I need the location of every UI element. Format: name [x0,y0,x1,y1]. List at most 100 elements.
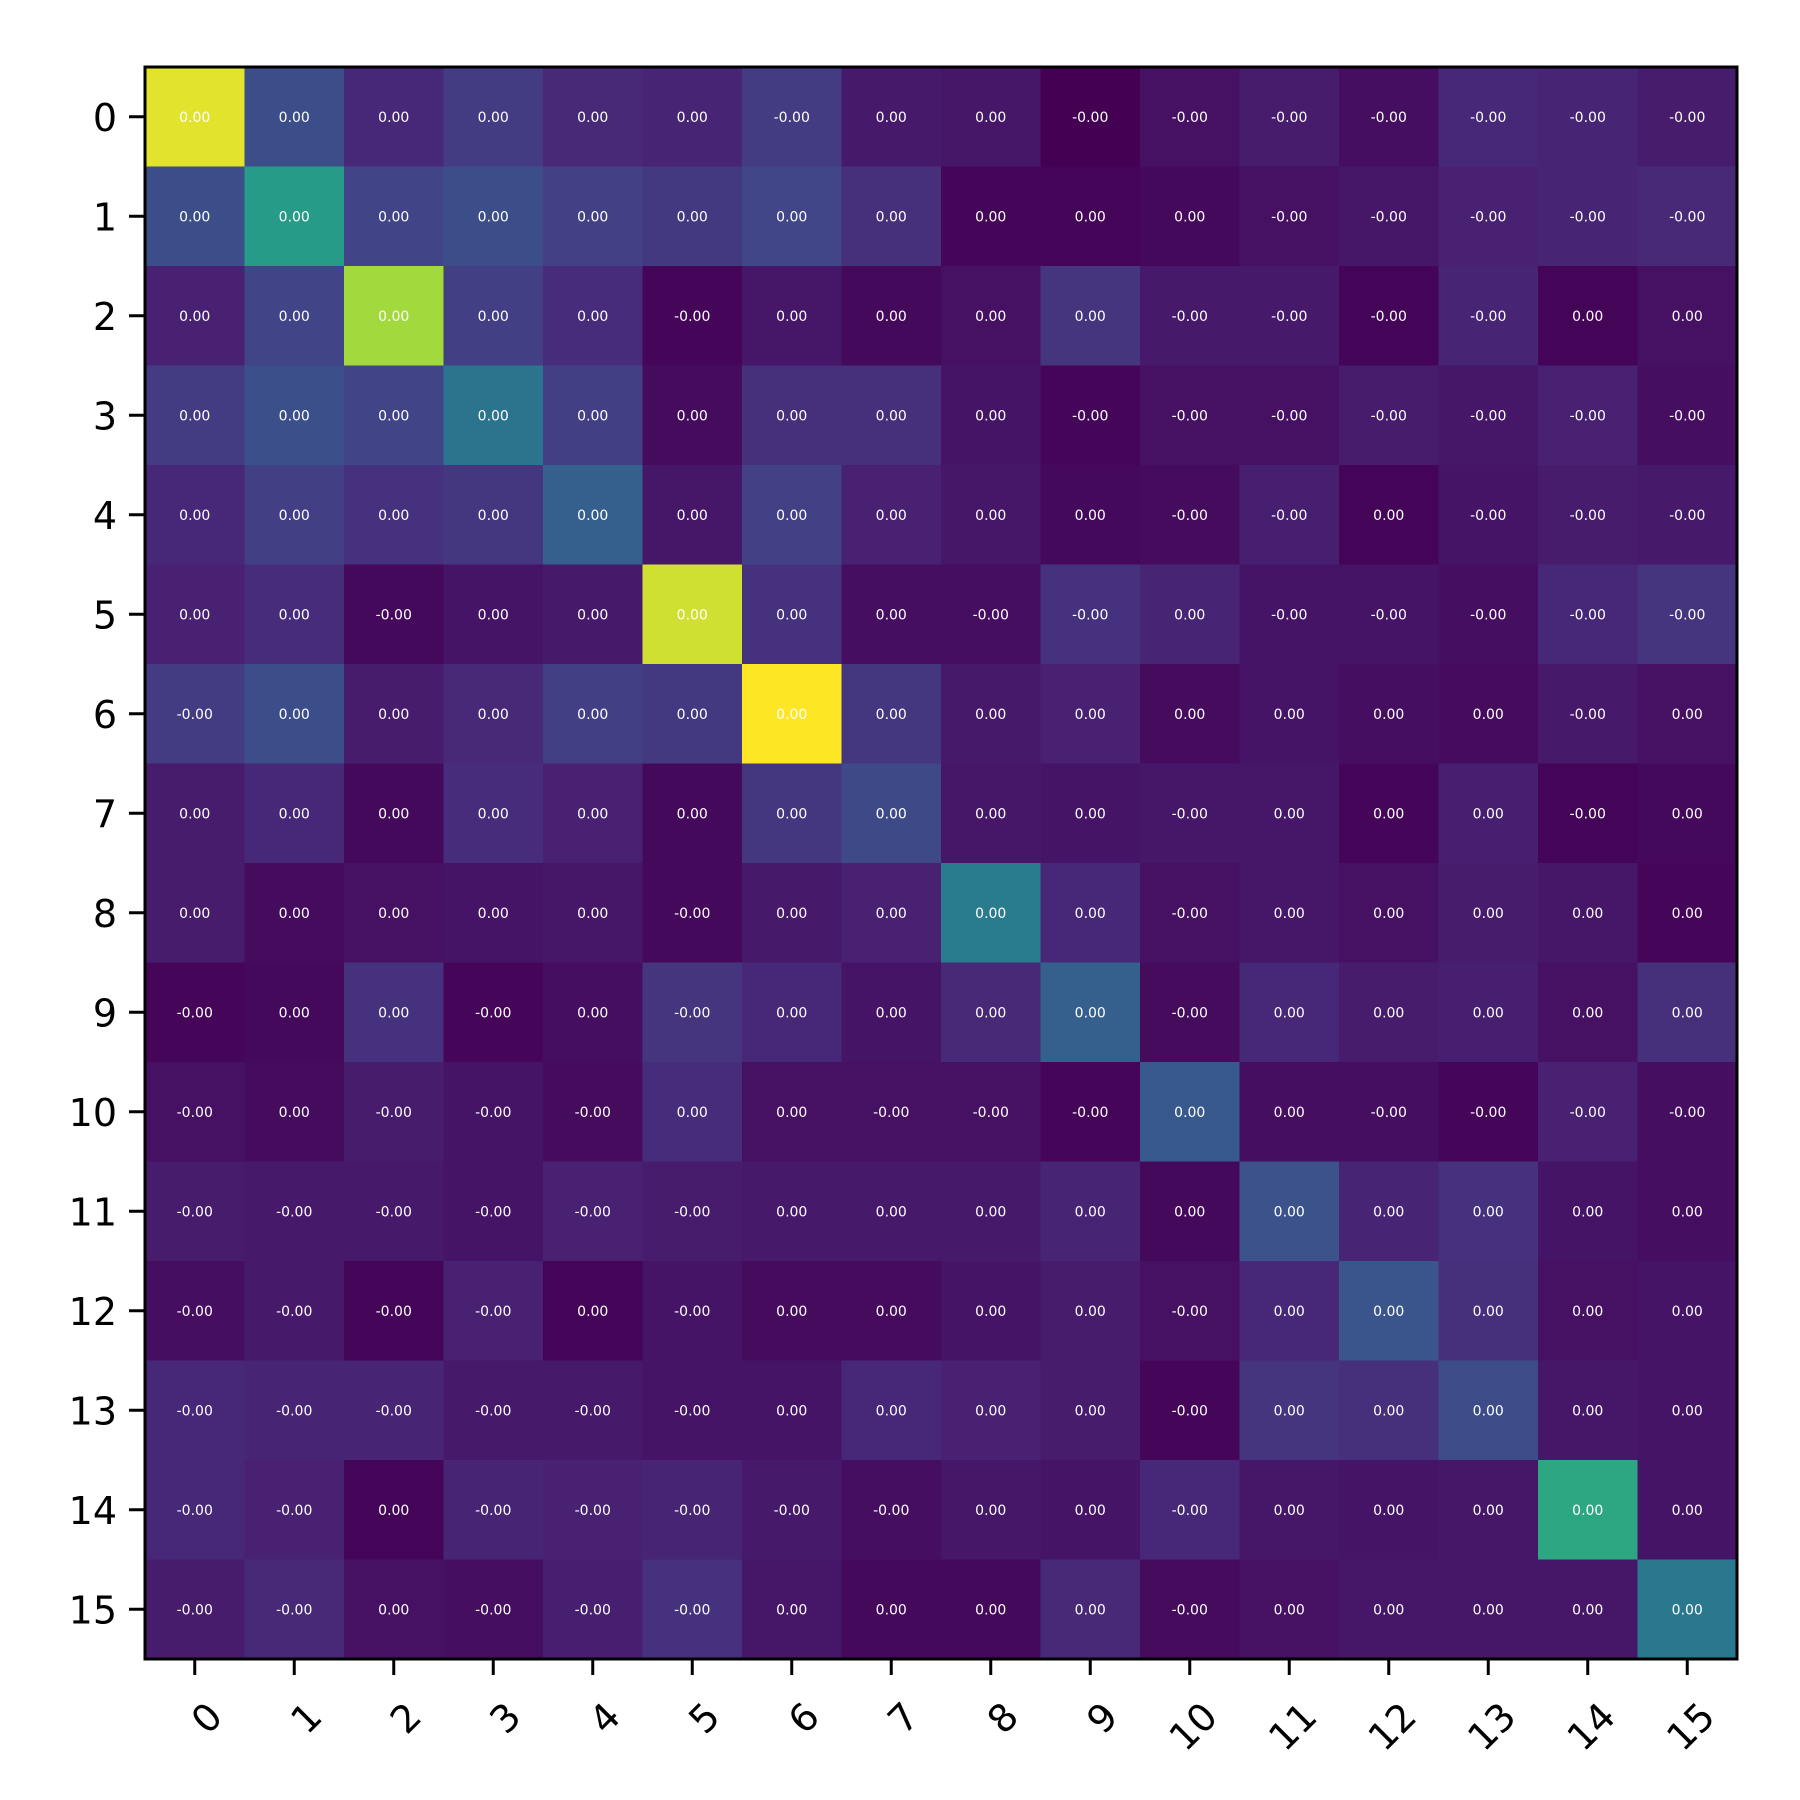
heatmap-cell [841,1460,942,1560]
heatmap-cell-value: 0.00 [1672,707,1703,723]
heatmap-cell [642,266,743,366]
heatmap-cell-value: -0.00 [1371,1105,1407,1121]
heatmap-cell-value: 0.00 [1274,1602,1305,1618]
heatmap-cell-value: 0.00 [1075,806,1106,822]
heatmap-cell [642,365,743,466]
heatmap-cell-value: 0.00 [1274,1204,1305,1220]
heatmap-cell-value: 0.00 [478,209,509,225]
heatmap-cell [543,1460,643,1560]
heatmap-cell [1637,266,1738,366]
heatmap-cell [1339,67,1439,167]
heatmap-cells [145,67,1738,1660]
heatmap-cell [1438,962,1539,1063]
plot-frame [143,65,1739,1661]
heatmap-cell [1637,1161,1738,1262]
heatmap-cell-value: -0.00 [1172,110,1208,126]
heatmap-cell [443,763,544,864]
heatmap-cell-value: 0.00 [577,408,608,424]
heatmap-cell-value: 0.00 [478,408,509,424]
heatmap-cell-value: 0.00 [1075,1503,1106,1519]
heatmap-cell [1040,1360,1141,1461]
heatmap-cell [742,1261,842,1361]
x-tick-label: 12 [1360,1694,1425,1759]
heatmap-cell [1140,664,1240,764]
heatmap-cell-value: 0.00 [279,209,310,225]
heatmap-cell [841,1161,942,1262]
heatmap-cell [145,1460,245,1560]
heatmap-cell [642,1460,743,1560]
heatmap-cell-value: 0.00 [1473,1204,1504,1220]
heatmap-cell-value: -0.00 [1570,806,1606,822]
heatmap-cell [1040,1062,1141,1162]
heatmap-cell-value: 0.00 [577,906,608,922]
heatmap-cell [1637,1062,1738,1162]
heatmap-cell [1040,166,1141,267]
heatmap-cell [1438,1261,1539,1361]
heatmap-cell [642,1360,743,1461]
heatmap-cell [742,763,842,864]
heatmap-cell [642,1559,743,1660]
heatmap-cell [742,1460,842,1560]
heatmap-cell-value: 0.00 [677,1105,708,1121]
heatmap-cell-value: -0.00 [1371,408,1407,424]
heatmap-cell [1140,266,1240,366]
heatmap-cell [244,67,345,167]
heatmap-cell-value: 0.00 [478,110,509,126]
heatmap-cell-value: 0.00 [577,309,608,325]
heatmap-cell-value: -0.00 [575,1602,611,1618]
heatmap-cell-value: 0.00 [1373,1005,1404,1021]
heatmap-cell-value: 0.00 [279,110,310,126]
heatmap-cell-value: -0.00 [575,1503,611,1519]
heatmap-cell-value: -0.00 [475,1105,511,1121]
heatmap-cell-value: -0.00 [177,1403,213,1419]
heatmap-cell-value: -0.00 [973,1105,1009,1121]
heatmap-cell [941,564,1041,665]
heatmap-cell [543,1062,643,1162]
heatmap-cell [443,1062,544,1162]
heatmap-cell [841,365,942,466]
heatmap-cell-value: -0.00 [177,1204,213,1220]
heatmap-cell-value: -0.00 [475,1304,511,1320]
heatmap-cell-value: 0.00 [1473,1503,1504,1519]
heatmap-cell-value: 0.00 [179,607,210,623]
heatmap-cell [1438,365,1539,466]
heatmap-cell [742,1062,842,1162]
heatmap-cell [145,1161,245,1262]
heatmap-cell-value: 0.00 [279,906,310,922]
heatmap-cell-value: 0.00 [975,209,1006,225]
heatmap-cell [1040,465,1141,565]
heatmap-cell-value: 0.00 [1672,1304,1703,1320]
heatmap-cell-value: 0.00 [975,1403,1006,1419]
heatmap-cell [1438,1062,1539,1162]
x-tick-label: 2 [382,1694,430,1742]
heatmap-cell [941,1161,1041,1262]
heatmap-cell [543,266,643,366]
heatmap-cell [1538,664,1638,764]
heatmap-cell-value: 0.00 [876,1602,907,1618]
heatmap-cell-value: 0.00 [975,1005,1006,1021]
heatmap-cell-value: 0.00 [975,707,1006,723]
heatmap-cell-value: -0.00 [177,1105,213,1121]
heatmap-cell-value: 0.00 [776,1602,807,1618]
heatmap-cell [1637,166,1738,267]
heatmap-cell [1339,1261,1439,1361]
heatmap-cell [1140,863,1240,963]
heatmap-cell-value: 0.00 [378,707,409,723]
heatmap-cell [1637,564,1738,665]
heatmap-cell [145,962,245,1063]
heatmap-cell-value: 0.00 [876,1005,907,1021]
y-tick-label: 1 [93,195,117,239]
heatmap-cell-value: 0.00 [279,408,310,424]
heatmap-cell [145,763,245,864]
heatmap-cell-value: -0.00 [1172,1403,1208,1419]
heatmap-cell [244,266,345,366]
heatmap-cell [1239,365,1340,466]
x-tick-label: 8 [979,1694,1027,1742]
heatmap-cell-value: -0.00 [1172,806,1208,822]
heatmap-cell [742,863,842,963]
heatmap-cell-value: 0.00 [876,1204,907,1220]
heatmap-cell-value: 0.00 [179,309,210,325]
heatmap-cell-value: 0.00 [1075,1304,1106,1320]
heatmap-cell [443,1460,544,1560]
heatmap-cell-value: -0.00 [674,1005,710,1021]
